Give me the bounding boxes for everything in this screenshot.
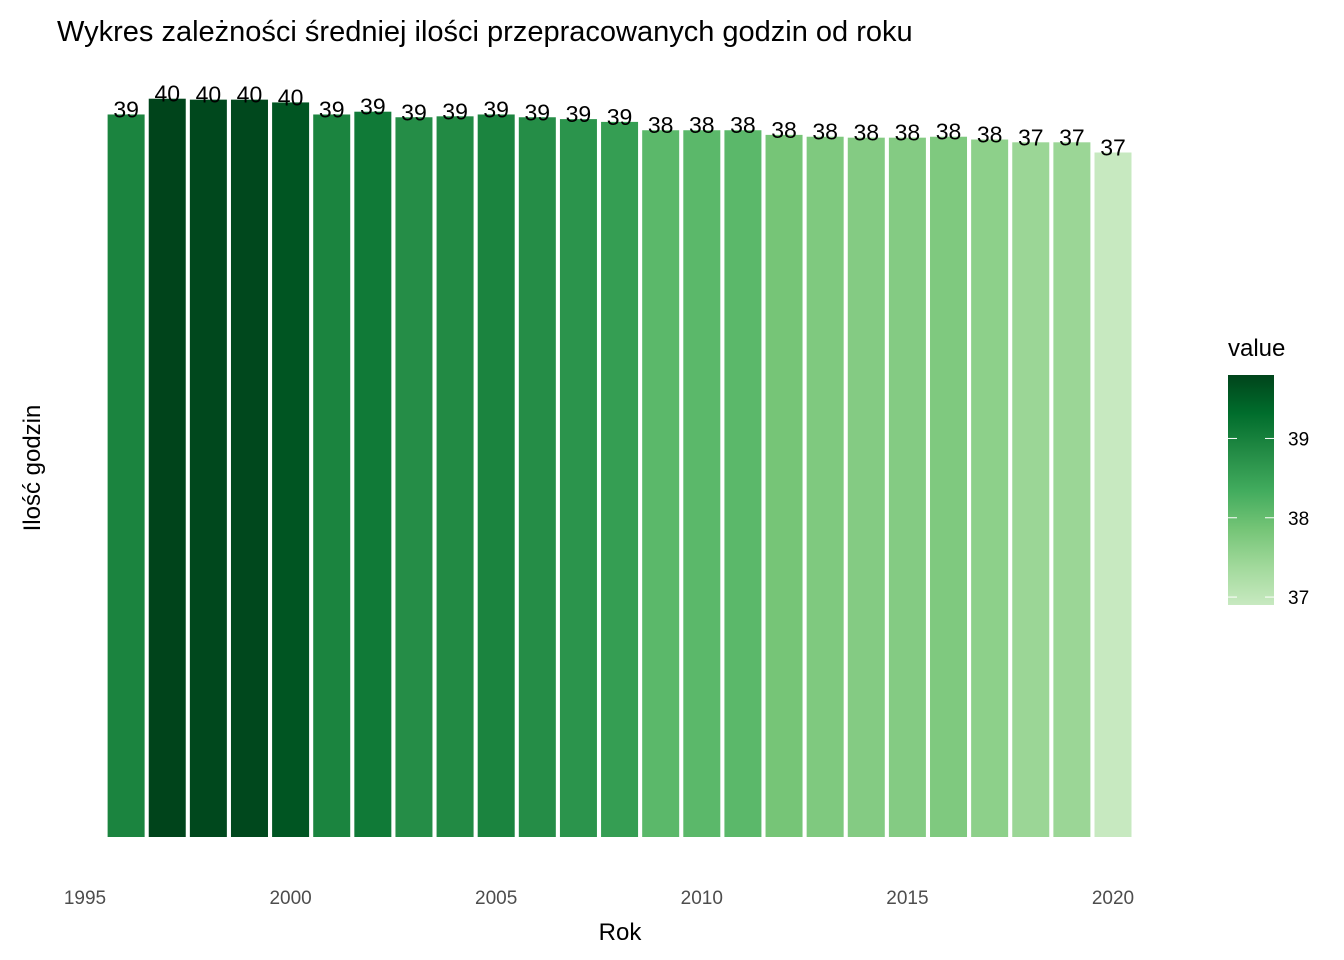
bar [230, 99, 268, 837]
value-label: 38 [812, 119, 838, 145]
value-label: 38 [853, 120, 879, 146]
value-label: 38 [936, 119, 962, 145]
bar [313, 114, 351, 838]
legend-tick-label: 37 [1288, 588, 1309, 609]
value-label: 40 [154, 81, 180, 107]
bar [930, 136, 968, 838]
bar [354, 111, 392, 837]
value-label: 40 [196, 82, 222, 108]
legend-colorbar [1228, 375, 1274, 605]
bar [806, 136, 844, 838]
bar [148, 98, 186, 837]
bar [642, 130, 680, 837]
value-label: 39 [483, 96, 509, 122]
bar [1053, 142, 1091, 838]
bar [724, 130, 762, 837]
x-tick-label: 1995 [64, 888, 106, 909]
bar [888, 137, 926, 838]
value-label: 38 [771, 117, 797, 143]
bar [559, 119, 597, 838]
value-label: 39 [607, 104, 633, 130]
x-tick-label: 2015 [886, 888, 928, 909]
bar [272, 102, 310, 838]
value-label: 37 [1100, 135, 1126, 161]
bar [1012, 142, 1050, 838]
value-label: 39 [113, 96, 139, 122]
legend-title: value [1228, 335, 1285, 362]
bar [436, 116, 474, 837]
bar [847, 137, 885, 838]
value-label: 38 [977, 122, 1003, 148]
value-label: 38 [648, 112, 674, 138]
value-label: 39 [360, 94, 386, 120]
x-axis-label: Rok [599, 919, 643, 946]
bar [189, 99, 227, 837]
bar [683, 130, 721, 837]
value-label: 37 [1059, 124, 1085, 150]
x-tick-label: 2010 [681, 888, 723, 909]
value-label: 39 [442, 98, 468, 124]
bar [601, 121, 639, 837]
value-label: 39 [566, 101, 592, 127]
value-label: 38 [730, 112, 756, 138]
value-label: 38 [895, 120, 921, 146]
x-tick-label: 2020 [1092, 888, 1134, 909]
x-tick-label: 2005 [475, 888, 517, 909]
bar [1094, 152, 1132, 837]
value-label: 39 [319, 96, 345, 122]
value-label: 40 [278, 84, 304, 110]
legend-tick-label: 38 [1288, 509, 1309, 530]
value-label: 38 [689, 112, 715, 138]
y-axis-label: Ilość godzin [19, 405, 46, 532]
value-label: 39 [401, 99, 427, 125]
value-label: 37 [1018, 124, 1044, 150]
chart-title: Wykres zależności średniej ilości przepr… [57, 16, 913, 48]
bar [107, 114, 145, 838]
value-label: 39 [525, 99, 551, 125]
bar [395, 117, 433, 837]
x-tick-label: 2000 [269, 888, 311, 909]
bar [477, 114, 515, 838]
bar [518, 117, 556, 837]
bar [971, 139, 1009, 837]
value-label: 40 [237, 82, 263, 108]
legend-tick-label: 39 [1288, 429, 1309, 450]
bar [765, 134, 803, 837]
